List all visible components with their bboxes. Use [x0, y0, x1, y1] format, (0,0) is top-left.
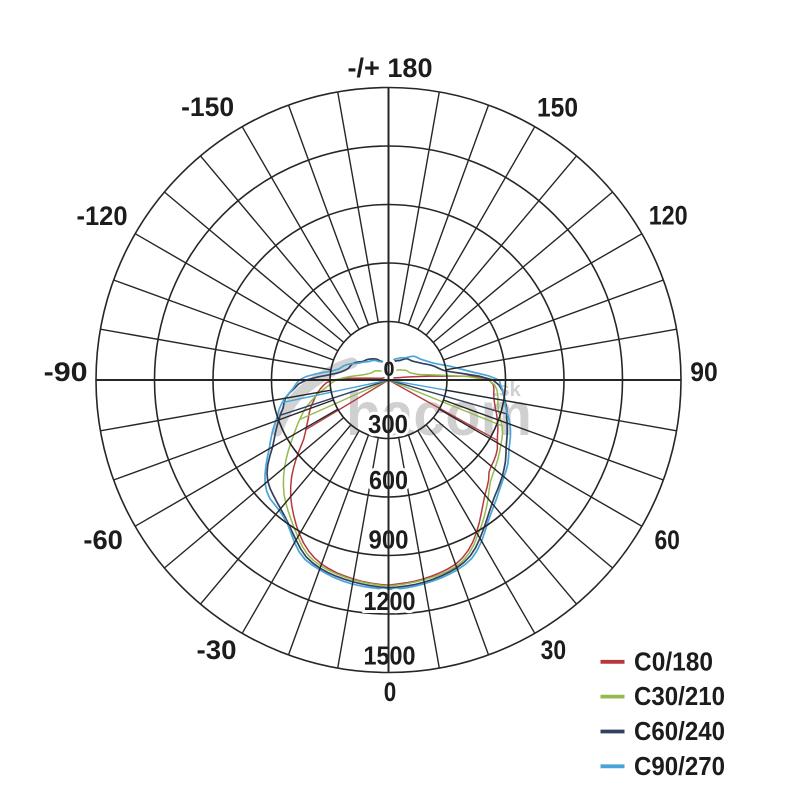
svg-text:120: 120	[649, 201, 688, 231]
svg-text:30: 30	[541, 635, 567, 665]
svg-text:C60/240: C60/240	[634, 716, 725, 746]
svg-text:C90/270: C90/270	[634, 751, 725, 781]
svg-text:C0/180: C0/180	[634, 646, 713, 676]
svg-text:-30: -30	[197, 635, 237, 665]
svg-text:-60: -60	[83, 525, 123, 555]
svg-text:-/+ 180: -/+ 180	[348, 53, 433, 83]
svg-text:150: 150	[537, 93, 578, 123]
svg-text:60: 60	[654, 525, 680, 555]
svg-text:-120: -120	[77, 201, 128, 231]
svg-text:-90: -90	[44, 357, 88, 387]
svg-text:C30/210: C30/210	[634, 681, 725, 711]
svg-text:-150: -150	[181, 92, 234, 122]
svg-text:0: 0	[384, 677, 397, 707]
svg-text:90: 90	[690, 357, 718, 387]
